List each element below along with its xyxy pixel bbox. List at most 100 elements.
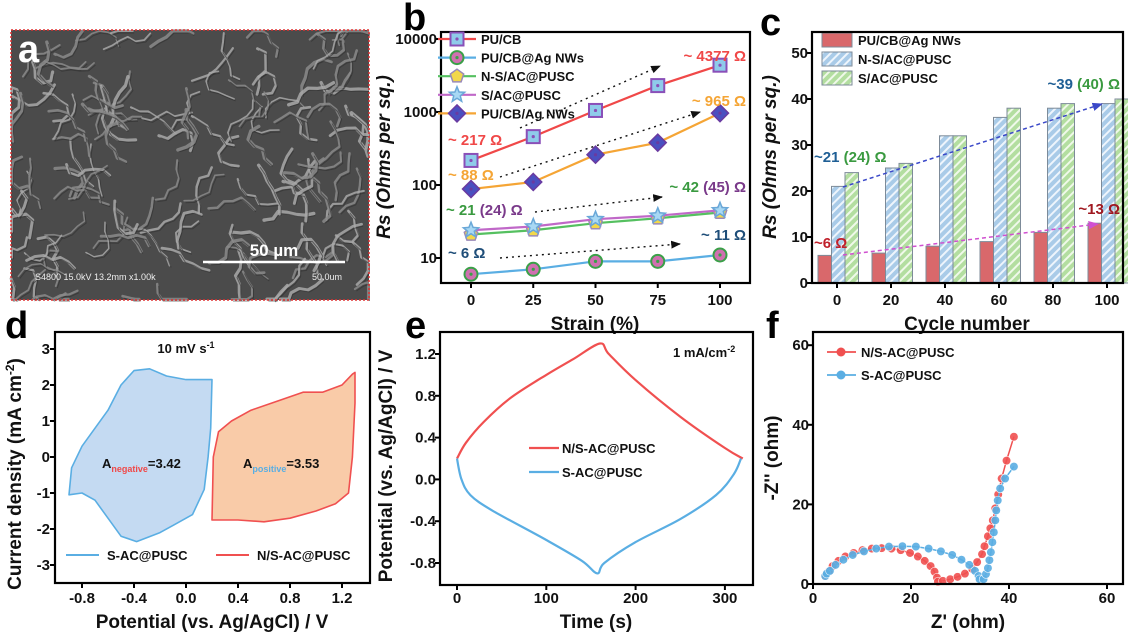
data-point [913,551,923,562]
legend-label: PU/CB@Ag NWs [481,51,584,66]
wrinkle [121,294,141,301]
wrinkle [156,282,188,301]
bar-N-S/AC@PUSC [1047,107,1062,284]
y-tick-label: 0.0 [415,471,436,488]
y-tick-label: 1.2 [415,346,436,363]
x-tick-label: -0.8 [69,590,95,607]
trend-arrow [842,220,1100,256]
legend-swatch [821,70,853,86]
wrinkle-shadow [314,32,344,72]
marker-center [656,83,660,88]
x-tick-label: 0 [453,590,461,607]
wrinkle [190,47,234,82]
annotation: ~39 (40) Ω [1048,76,1121,93]
wrinkle [333,152,351,202]
x-tick-label: 80 [1045,292,1062,309]
annotation-part: ~21 [814,149,844,166]
data-point [905,548,915,558]
chart-e-gcd-curves: -0.8 -0.4 0.0 0.4 0.8 1.2 0 100 200 300 Time (s) Po… [376,330,755,633]
wrinkle-shadow [27,256,77,271]
data-point [848,550,858,560]
legend-swatch [821,32,853,48]
panel-label-a: a [18,29,40,71]
area-value: =3.42 [148,456,181,471]
star-marker [523,216,543,235]
wrinkle-shadow [249,127,274,167]
y-tick-label: 0.8 [415,388,436,405]
wrinkle-shadow [163,249,211,273]
condition-sup: -2 [727,344,735,354]
wrinkle [67,164,108,200]
wrinkle-shadow [132,108,178,137]
wrinkle-shadow [332,52,359,93]
x-tick-label: 1.2 [332,590,353,607]
data-point [1009,432,1019,442]
y-tick-label: 3 [42,341,50,358]
data-point [987,537,997,547]
data-point [897,541,908,551]
data-point [979,541,990,551]
series-PU/CB/Ag NWs [461,103,730,199]
cv-curve-N/S-AC@PUSC [211,371,356,523]
bar-PU/CB@Ag NWs [817,254,832,284]
wrinkle [104,121,128,164]
wrinkle [109,29,134,35]
wrinkle [42,91,71,123]
wrinkle-shadow [233,273,254,302]
wrinkle-shadow [299,154,344,172]
wrinkle [325,189,365,221]
wrinkle-shadow [15,271,47,302]
wrinkle [273,111,310,140]
data-point [936,546,946,556]
wrinkle-shadow [173,93,202,131]
wrinkle-shadow [13,95,26,144]
wrinkle-shadow [45,62,96,72]
legend-label: N/S-AC@PUSC [257,548,351,563]
legend-label: PU/CB [481,32,521,47]
scale-bar-label: 50 µm [250,241,299,260]
wrinkle-shadow [248,32,280,59]
annotation-part: ~ 11 Ω [701,227,746,244]
wrinkle [68,185,110,206]
wrinkle-shadow [46,214,87,239]
y-tick-label: 10 [420,250,437,267]
wrinkle [43,60,95,71]
data-point [990,515,1000,525]
data-point [984,555,995,565]
x-tick-label: 100 [1094,292,1119,309]
wrinkle-shadow [238,180,279,208]
wrinkle-shadow [37,63,88,71]
wrinkle-shadow [30,160,43,211]
wrinkle [272,257,307,302]
wrinkle [281,179,309,223]
wrinkle-shadow [274,260,307,303]
y-tick-label: 0 [800,275,808,292]
y-tick-label: 30 [791,137,808,154]
marker-center [469,187,473,191]
trend-arrow [842,102,1103,188]
y-tick-label: 50 [791,45,808,62]
wrinkle-shadow [209,199,257,213]
data-point [995,483,1005,494]
x-tick-label: 50 [587,292,604,309]
wrinkle-shadow [13,192,29,234]
annotation-part: ~ 6 Ω [448,245,485,262]
wrinkle [13,268,46,300]
wrinkle-shadow [342,32,370,38]
star-marker [447,84,467,103]
gcd-curve-S-AC@PUSC [455,458,743,575]
bar-PU/CB@Ag NWs [925,245,940,284]
wrinkle-shadow [23,46,62,79]
wrinkle [251,70,278,96]
y-tick-label: 20 [792,496,809,513]
y-tick-label: 20 [791,183,808,200]
trend-arrow [499,110,701,178]
sem-scale-text: 50.0um [312,272,342,282]
wrinkle [31,289,79,301]
wrinkle-shadow [308,105,343,129]
data-point [977,549,987,559]
wrinkle [113,199,139,236]
x-tick-label: 0.8 [280,590,301,607]
wrinkle-shadow [105,34,153,52]
